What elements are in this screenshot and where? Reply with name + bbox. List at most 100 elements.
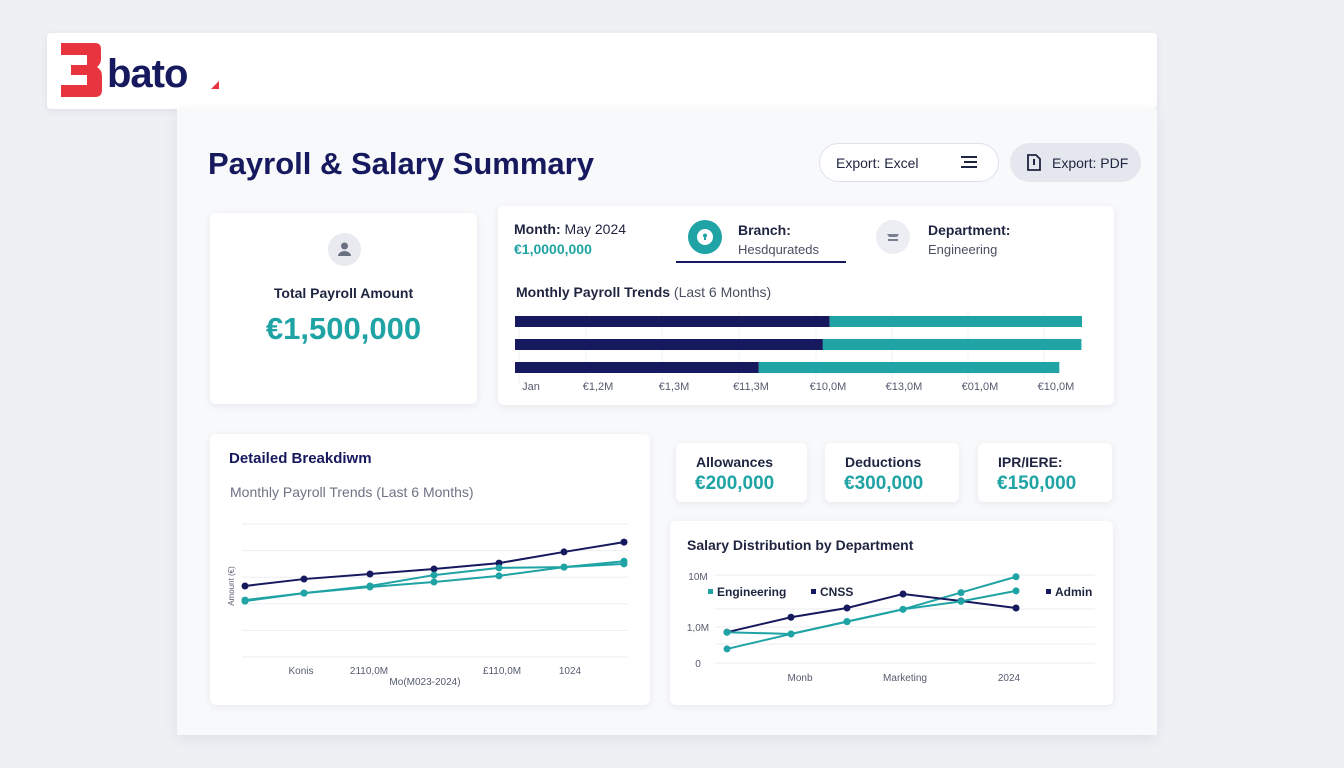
series-line [726, 589, 1017, 635]
x-tick-label: €01,0M [962, 381, 999, 393]
breakdown-line-chart: Konis 2110,0M £110,0M 1024 Mo(M023-2024) Amou… [227, 523, 628, 688]
x-tick-label: €10,0M [810, 381, 847, 393]
data-point [787, 613, 795, 621]
month-amount: €1,0000,000 [514, 241, 592, 257]
filters-trend-card: Month: May 2024 €1,0000,000 Branch: Hesd… [498, 206, 1114, 405]
detailed-breakdown-card: Detailed Breakdiwm Monthly Payroll Trend… [210, 434, 650, 705]
x-tick-label: Jan [522, 381, 540, 393]
salary-distribution-card: Salary Distribution by Department 10M 1,0… [670, 521, 1113, 705]
month-filter[interactable]: Month: May 2024 €1,0000,000 [514, 221, 626, 257]
legend-swatch [811, 589, 816, 594]
branch-value: Hesdqurateds [738, 242, 819, 257]
export-excel-button[interactable]: Export: Excel [819, 143, 999, 182]
department-value: Engineering [928, 242, 998, 257]
y-tick-label: 10M [688, 572, 707, 583]
summary-card: Allowances €200,000 [676, 443, 807, 502]
data-point [430, 565, 438, 573]
data-point [723, 645, 731, 653]
data-point [495, 572, 503, 580]
branch-filter[interactable]: Branch: Hesdqurateds [676, 214, 846, 263]
month-label: Month: [514, 221, 561, 237]
data-point [1012, 604, 1020, 612]
summary-card: IPR/IERE: €150,000 [978, 443, 1112, 502]
data-point [899, 590, 907, 598]
x-tick-label: Konis [288, 666, 313, 677]
x-tick-label: €11,3M [733, 381, 769, 393]
total-payroll-card: Total Payroll Amount €1,500,000 [210, 213, 477, 404]
user-icon [328, 233, 361, 266]
bar-segment [822, 339, 1082, 350]
legend-swatch [708, 589, 713, 594]
data-point [620, 538, 628, 546]
x-tick-label: €1,3M [659, 381, 690, 393]
branch-label: Branch: [738, 222, 791, 238]
data-point [241, 582, 249, 590]
breakdown-title: Detailed Breakdiwm [229, 450, 372, 467]
data-point [1012, 587, 1020, 595]
header-bar: bato [47, 33, 1157, 109]
x-tick-label: €1,2M [583, 381, 614, 393]
x-tick-label: €13,0M [886, 381, 923, 393]
summary-value: €200,000 [695, 473, 775, 494]
y-tick-label: 0 [695, 659, 701, 670]
x-tick-label: £110,0M [483, 666, 521, 677]
summary-card: Deductions €300,000 [825, 443, 959, 502]
x-tick-label: 1024 [559, 666, 582, 677]
export-pdf-button[interactable]: Export: PDF [1010, 143, 1141, 182]
bar-segment [515, 362, 759, 373]
trend-title-sub: (Last 6 Months) [673, 284, 772, 300]
data-point [366, 583, 374, 591]
series-line [726, 592, 1017, 634]
legend-label: CNSS [820, 585, 853, 599]
summary-label: IPR/IERE: [998, 454, 1063, 470]
breakdown-subtitle: Monthly Payroll Trends (Last 6 Months) [230, 484, 474, 500]
data-point [366, 570, 374, 578]
summary-value: €300,000 [844, 473, 924, 494]
bar-segment [515, 316, 830, 327]
trend-title-main: Monthly Payroll Trends [516, 284, 671, 300]
data-point [723, 628, 731, 636]
data-point [430, 571, 438, 579]
total-label: Total Payroll Amount [273, 285, 414, 301]
data-point [430, 578, 438, 586]
data-point [620, 560, 628, 568]
distribution-title: Salary Distribution by Department [687, 537, 914, 553]
x-axis-label: Mo(M023-2024) [389, 677, 460, 688]
y-axis-label: Amount (€) [227, 566, 236, 606]
export-excel-label: Export: Excel [836, 154, 919, 171]
x-tick-label: €10,0M [1038, 381, 1075, 393]
data-point [843, 618, 851, 626]
department-label: Department: [928, 222, 1011, 238]
summary-label: Allowances [696, 454, 774, 470]
legend-label: Admin [1055, 585, 1092, 599]
legend-label: Engineering [717, 585, 786, 599]
bar-segment [829, 316, 1082, 327]
data-point [300, 589, 308, 597]
list-icon [961, 156, 977, 168]
total-value: €1,500,000 [265, 311, 422, 346]
trend-chart-title: Monthly Payroll Trends (Last 6 Months) [516, 284, 771, 300]
data-point [300, 575, 308, 583]
x-tick-label: Marketing [883, 673, 927, 684]
data-point [957, 597, 965, 605]
bato-logo: bato [61, 43, 219, 97]
page-title: Payroll & Salary Summary [208, 146, 594, 181]
data-point [495, 559, 503, 567]
building-icon [876, 220, 910, 254]
data-point [560, 548, 568, 556]
file-icon [1027, 154, 1041, 171]
data-point [241, 597, 249, 605]
export-pdf-label: Export: PDF [1052, 154, 1129, 171]
data-point [899, 605, 907, 613]
keyhole-icon [688, 220, 722, 254]
summary-label: Deductions [845, 454, 922, 470]
bar-segment [758, 362, 1060, 373]
legend-swatch [1046, 589, 1051, 594]
bar-segment [515, 339, 823, 350]
x-tick-label: 2024 [998, 673, 1021, 684]
x-tick-label: 2110,0M [350, 666, 388, 677]
data-point [843, 604, 851, 612]
salary-distribution-line-chart: 10M 1,0M 0 Monb Marketing 2024 Engineering CNSS… [687, 572, 1095, 684]
month-value: May 2024 [564, 221, 627, 237]
summary-value: €150,000 [997, 473, 1077, 494]
